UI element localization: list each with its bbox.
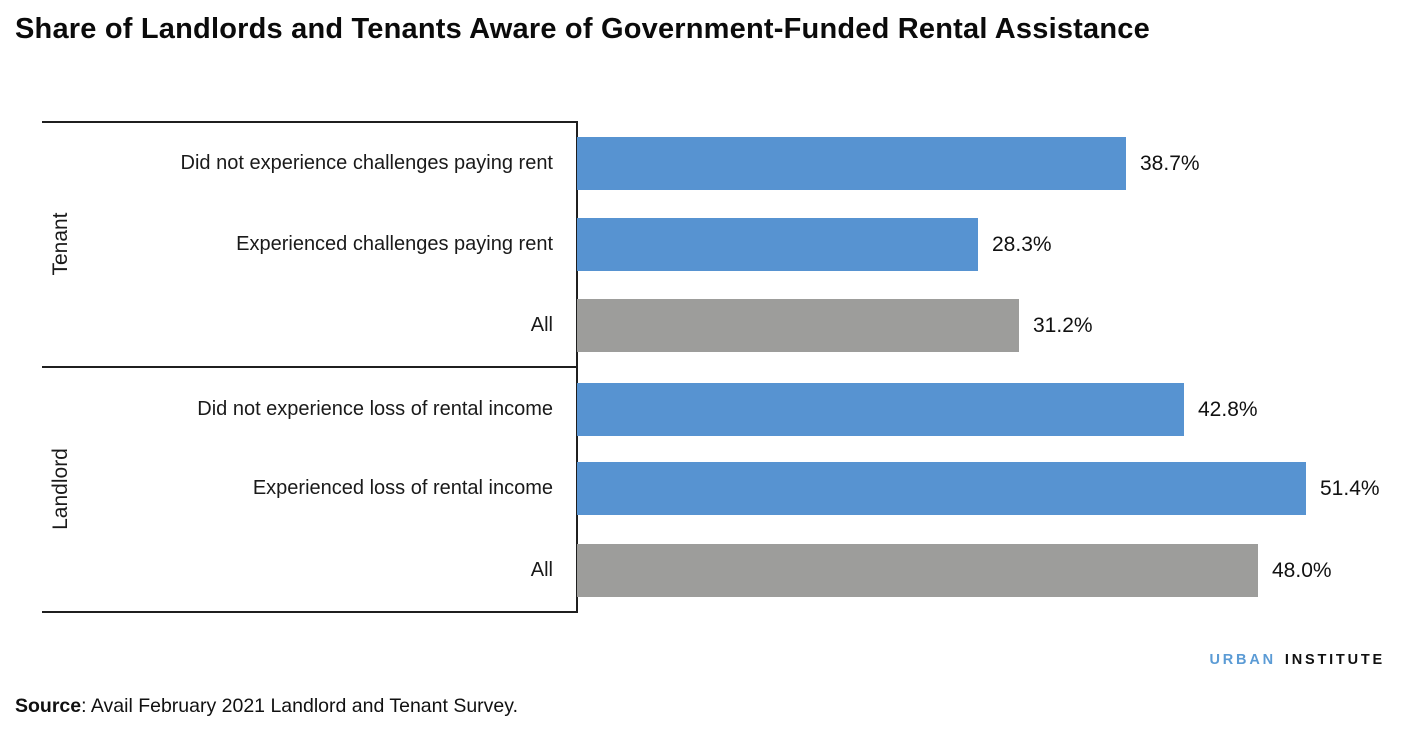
value-label: 48.0%: [1272, 558, 1332, 582]
category-label: Did not experience loss of rental income: [197, 398, 553, 420]
bar-subgroup: [577, 462, 1306, 515]
bar-subgroup: [577, 137, 1126, 190]
group-label-tenant: Tenant: [49, 212, 72, 276]
logo-word-institute: INSTITUTE: [1284, 652, 1385, 668]
value-label: 28.3%: [992, 232, 1052, 256]
bar-all: [577, 299, 1019, 352]
category-axis-line: [576, 121, 578, 613]
bar-all: [577, 544, 1258, 597]
category-label: Experienced challenges paying rent: [236, 233, 553, 255]
value-label: 42.8%: [1198, 397, 1258, 421]
bar-subgroup: [577, 383, 1184, 436]
value-label: 31.2%: [1033, 313, 1093, 337]
chart-title: Share of Landlords and Tenants Aware of …: [15, 13, 1150, 45]
group-label-landlord: Landlord: [49, 448, 72, 530]
logo-word-urban: URBAN: [1209, 652, 1276, 668]
category-label: All: [530, 314, 553, 336]
axis-border-bottom: [42, 611, 578, 613]
source-label: Source: [15, 695, 82, 717]
category-label: Experienced loss of rental income: [252, 477, 553, 499]
source-text: : Avail February 2021 Landlord and Tenan…: [81, 695, 518, 717]
value-label: 38.7%: [1140, 151, 1200, 175]
category-label: Did not experience challenges paying ren…: [180, 152, 553, 174]
value-label: 51.4%: [1320, 476, 1380, 500]
source-note: Source: Avail February 2021 Landlord and…: [15, 695, 518, 718]
bar-subgroup: [577, 218, 978, 271]
group-divider-line: [42, 366, 578, 368]
axis-border-top: [42, 121, 578, 123]
urban-institute-logo: URBAN INSTITUTE: [1210, 652, 1385, 668]
category-label: All: [530, 559, 553, 581]
